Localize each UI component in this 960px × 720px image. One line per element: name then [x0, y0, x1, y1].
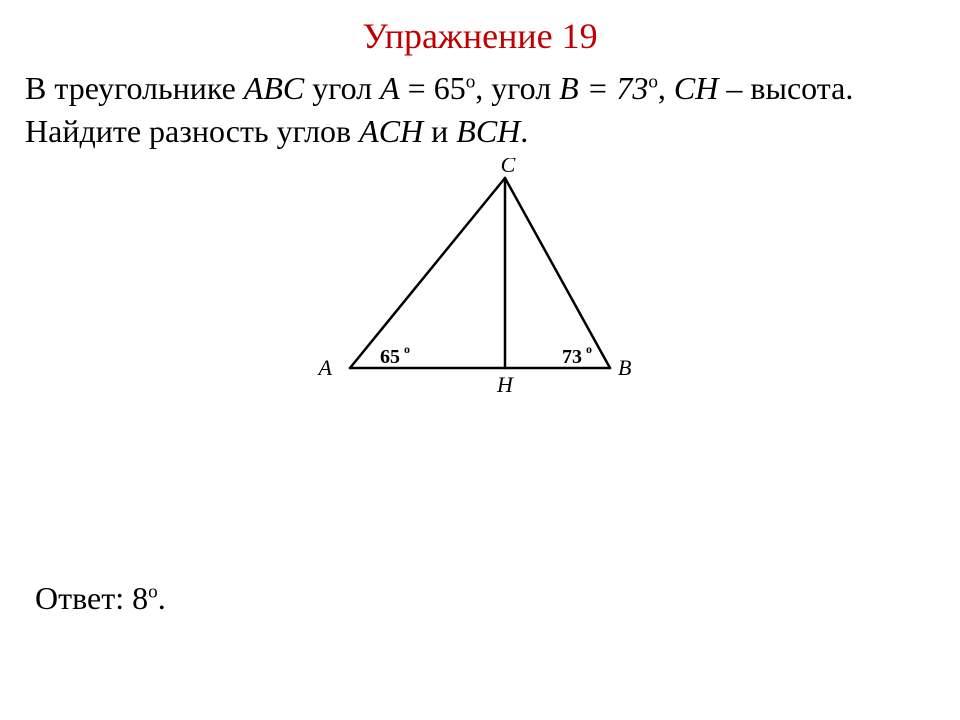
t4: , угол: [475, 70, 559, 106]
svg-text:73: 73: [562, 346, 582, 368]
t1: В треугольнике: [25, 70, 244, 106]
answer-line: Ответ: 8о.: [0, 580, 201, 617]
t3: = 65: [400, 70, 466, 106]
ch-name: CH: [674, 70, 718, 106]
svg-text:B: B: [618, 355, 631, 380]
deg1: о: [466, 71, 476, 92]
answer-label: Ответ:: [35, 580, 132, 616]
t5: = 73: [587, 70, 649, 106]
problem-text: В треугольнике ABC угол A = 65о, угол B …: [0, 67, 960, 153]
t9: .: [520, 113, 528, 149]
svg-text:C: C: [501, 158, 516, 177]
svg-text:o: o: [586, 342, 592, 356]
svg-text:H: H: [496, 372, 514, 397]
bch-name: BCH: [456, 113, 520, 149]
triangle-name: ABC: [244, 70, 304, 106]
svg-text:A: A: [317, 355, 333, 380]
svg-text:65: 65: [380, 346, 400, 368]
triangle-figure: A B C H 65 o 73 o: [0, 158, 960, 413]
answer-value: 8: [132, 580, 148, 616]
exercise-title: Упражнение 19: [0, 0, 960, 67]
t8: и: [423, 113, 456, 149]
deg2: о: [648, 71, 658, 92]
t2: угол: [304, 70, 380, 106]
t6: ,: [658, 70, 674, 106]
answer-deg: о: [148, 581, 158, 602]
angle-a-name: A: [380, 70, 400, 106]
svg-text:o: o: [404, 342, 410, 356]
ach-name: ACH: [359, 113, 423, 149]
answer-dot: .: [158, 580, 166, 616]
angle-b-name: B: [559, 70, 587, 106]
triangle-svg: A B C H 65 o 73 o: [310, 158, 650, 408]
